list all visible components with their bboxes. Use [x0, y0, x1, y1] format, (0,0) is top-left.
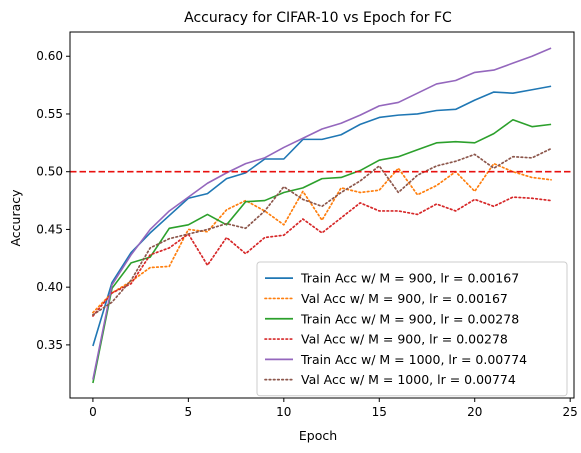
x-axis-label: Epoch — [299, 428, 337, 443]
x-tick-label: 25 — [563, 405, 578, 419]
legend: Train Acc w/ M = 900, lr = 0.00167 Val Ac… — [256, 261, 568, 397]
legend-label-6: Val Acc w/ M = 1000, lr = 0.00774 — [301, 372, 516, 387]
legend-box — [256, 261, 568, 397]
plot-area: 0 5 10 15 20 25 0.35 0.40 0.45 0.50 0.55 0.60 — [36, 31, 578, 419]
chart-title: Accuracy for CIFAR-10 vs Epoch for FC — [184, 10, 452, 26]
y-tick-label: 0.50 — [36, 165, 63, 179]
y-tick-label: 0.45 — [36, 222, 63, 236]
y-tick-label: 0.55 — [36, 107, 63, 121]
y-tick-label: 0.40 — [36, 280, 63, 294]
series-line-5 — [92, 47, 552, 380]
x-tick-label: 0 — [89, 405, 97, 419]
legend-label-1: Train Acc w/ M = 900, lr = 0.00167 — [300, 271, 519, 286]
x-tick-label: 15 — [372, 405, 387, 419]
legend-label-4: Val Acc w/ M = 900, lr = 0.00278 — [301, 332, 508, 347]
x-tick-label: 5 — [185, 405, 193, 419]
series-line-1 — [92, 85, 552, 347]
series-line-4 — [92, 196, 552, 317]
x-tick-label: 10 — [276, 405, 291, 419]
legend-label-5: Train Acc w/ M = 1000, lr = 0.00774 — [300, 352, 527, 367]
legend-label-2: Val Acc w/ M = 900, lr = 0.00167 — [301, 291, 508, 306]
series-line-2 — [92, 162, 552, 314]
x-tick-label: 20 — [467, 405, 482, 419]
y-axis-label: Accuracy — [8, 189, 23, 247]
y-tick-label: 0.35 — [36, 338, 63, 352]
series-lines — [92, 47, 552, 384]
series-line-6 — [92, 147, 552, 316]
legend-label-3: Train Acc w/ M = 900, lr = 0.00278 — [300, 311, 519, 326]
y-tick-label: 0.60 — [36, 49, 63, 63]
series-line-3 — [92, 118, 552, 384]
axes-frame — [69, 31, 575, 399]
